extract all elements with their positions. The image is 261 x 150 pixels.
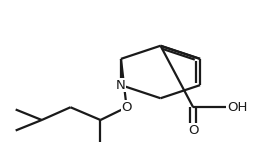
Text: OH: OH (227, 101, 247, 114)
Text: O: O (188, 124, 198, 137)
Text: O: O (121, 101, 132, 114)
Text: N: N (116, 79, 126, 92)
